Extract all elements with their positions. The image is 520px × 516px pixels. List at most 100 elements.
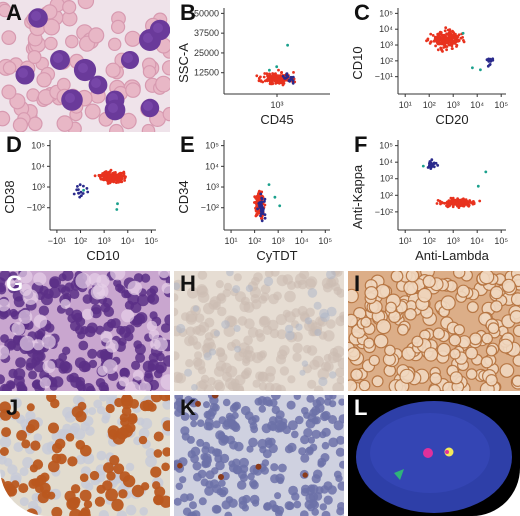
event-dot-red <box>478 199 482 203</box>
he-nucleus <box>88 359 98 369</box>
event-dot-blue <box>259 208 263 212</box>
ihc-positive-nucleus <box>161 462 170 472</box>
ihc-counterstain-nucleus <box>195 380 208 391</box>
ihc-blue-nucleus <box>22 457 34 469</box>
panel-h-ihc: H <box>174 271 344 391</box>
ihc-counterstain-nucleus <box>250 294 260 304</box>
ihc-counterstain-nucleus <box>275 354 287 365</box>
ihc-blue-nucleus <box>189 501 197 510</box>
event-dot-teal <box>82 188 85 192</box>
ihc-negative-image <box>174 271 344 391</box>
he-nucleus <box>77 331 86 340</box>
event-dot-red <box>122 170 126 174</box>
he-nucleus <box>7 381 16 390</box>
red-blood-cell <box>36 72 52 88</box>
he-cytoplasm <box>148 329 160 341</box>
ihc-positive-nucleus <box>83 500 93 509</box>
ihc-positive-nucleus <box>140 482 150 491</box>
ihc-blue-nucleus <box>329 371 337 379</box>
ihc-positive-nucleus <box>118 489 128 499</box>
ihc-membrane-cell <box>432 327 446 340</box>
fish-red-signal <box>423 448 433 458</box>
ihc-counterstain-nucleus <box>209 296 222 308</box>
ihc-blue-nucleus <box>223 419 232 428</box>
ihc-counterstain-nucleus <box>332 352 342 363</box>
ihc-blue-nucleus <box>285 330 295 341</box>
blast-nucleus <box>91 78 101 88</box>
ihc-blue-nucleus <box>293 500 302 509</box>
ihc-counterstain-nucleus <box>313 385 324 391</box>
event-dot-blue <box>85 187 89 190</box>
ihc-blue-nucleus <box>278 463 287 473</box>
event-dot-teal <box>116 202 119 206</box>
ihc-blue-nucleus <box>218 489 227 498</box>
he-cytoplasm <box>18 309 33 324</box>
he-cytoplasm <box>33 314 48 328</box>
ihc-positive-nucleus <box>89 470 100 481</box>
ihc-blue-nucleus <box>138 427 150 439</box>
y-tick-label: 10⁴ <box>205 161 219 171</box>
ihc-membrane-cell <box>371 375 384 388</box>
ihc-positive-nucleus <box>150 395 163 403</box>
he-nucleus <box>144 370 153 379</box>
ihc-blue-nucleus <box>311 429 321 439</box>
ihc-membrane-cell <box>481 332 493 345</box>
event-dot-blue <box>258 203 261 207</box>
ihc-membrane-cell <box>465 346 479 360</box>
ihc-positive-nucleus <box>150 466 162 478</box>
ihc-positive-nucleus <box>153 431 164 442</box>
ihc-blue-nucleus <box>299 369 306 376</box>
y-axis-label: CD10 <box>350 46 365 79</box>
ihc-positive-nucleus <box>54 438 66 450</box>
event-dot-red <box>262 75 266 79</box>
event-dot-red <box>443 29 447 33</box>
event-dot-blue <box>432 161 436 165</box>
ihc-counterstain-nucleus <box>308 328 317 337</box>
ihc-blue-nucleus <box>303 428 313 438</box>
he-cytoplasm <box>127 280 142 296</box>
event-dot-red <box>468 200 472 203</box>
event-dot-red <box>455 201 459 205</box>
he-nucleus <box>17 384 28 391</box>
blast-nucleus <box>153 23 163 33</box>
event-dot-red <box>119 180 123 184</box>
event-dot-blue <box>86 190 90 194</box>
ihc-blue-nucleus <box>31 493 40 502</box>
ihc-blue-nucleus <box>321 510 331 516</box>
ihc-blue-nucleus <box>116 510 127 516</box>
event-dot-teal <box>476 184 480 188</box>
y-tick-label: 10³ <box>380 174 393 184</box>
he-nucleus <box>58 273 67 282</box>
event-dot-red <box>436 32 440 36</box>
ihc-blue-nucleus <box>307 436 315 444</box>
blast-nucleus <box>123 53 133 63</box>
event-dot-red <box>281 83 285 87</box>
event-dot-red <box>263 79 267 83</box>
ihc-blue-nucleus <box>88 407 97 416</box>
ihc-blue-nucleus <box>326 306 337 317</box>
he-nucleus <box>160 323 170 333</box>
event-dot-red <box>435 37 439 40</box>
ihc-blue-nucleus <box>62 406 74 419</box>
ihc-blue-nucleus <box>305 418 316 429</box>
ihc-positive-nucleus <box>164 395 170 401</box>
event-dot-blue <box>259 214 262 218</box>
ihc-blue-nucleus <box>174 395 184 401</box>
ihc-blue-nucleus <box>306 395 315 403</box>
he-cytoplasm <box>138 381 151 391</box>
ihc-blue-nucleus <box>205 470 215 480</box>
panel-letter-j: J <box>6 395 19 420</box>
ihc-counterstain-nucleus <box>197 366 207 375</box>
he-nucleus <box>137 294 149 307</box>
ihc-blue-nucleus <box>184 368 193 377</box>
ihc-membrane-cell <box>411 335 424 348</box>
event-dot-red <box>441 201 445 205</box>
he-nucleus <box>13 368 26 380</box>
ihc-blue-nucleus <box>222 398 231 407</box>
x-tick-label: 10⁴ <box>470 236 484 246</box>
event-dot-red <box>445 36 449 40</box>
ihc-blue-nucleus <box>211 504 221 514</box>
event-dot-red <box>457 199 461 203</box>
